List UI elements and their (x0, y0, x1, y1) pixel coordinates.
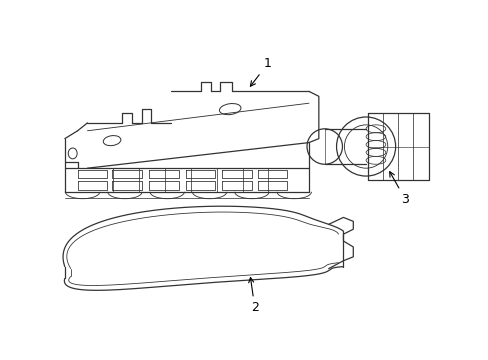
Text: 2: 2 (248, 278, 258, 315)
Text: 3: 3 (389, 172, 408, 206)
Text: 1: 1 (250, 57, 271, 86)
